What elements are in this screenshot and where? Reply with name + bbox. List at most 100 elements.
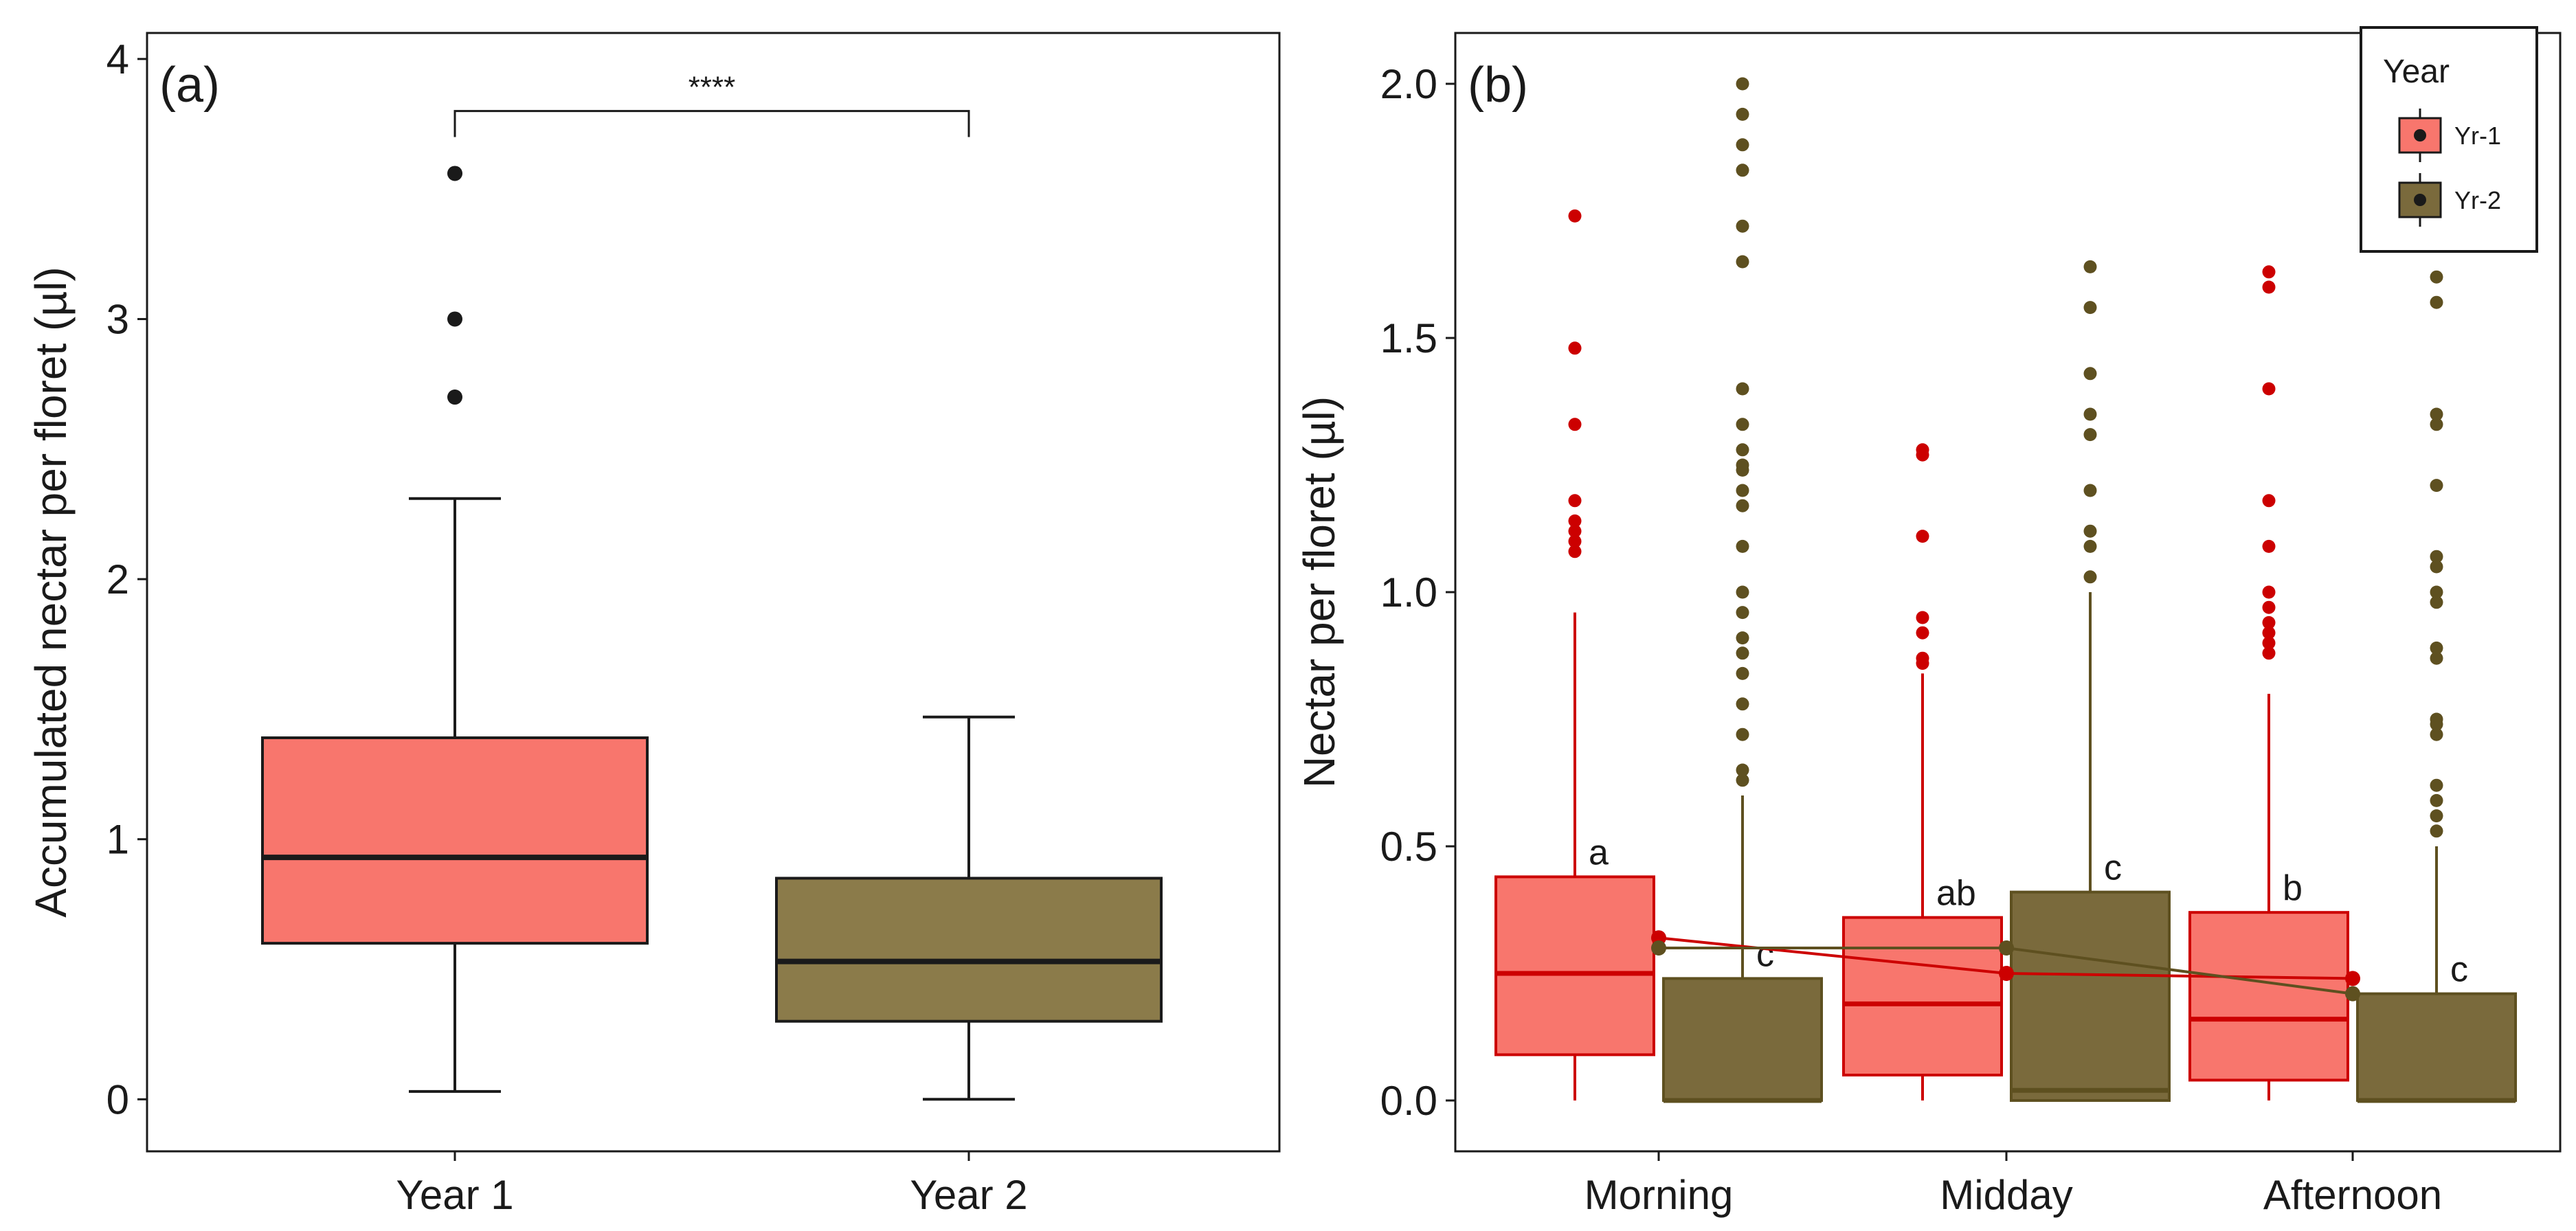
panel-b-yr-2-box-midday-outlier-point [2083, 301, 2097, 315]
panel-a: (a) Accumulated nectar per floret (µl) 0… [26, 32, 1281, 1218]
panel-b-yr-2-box-morning-outlier-point [1736, 255, 1749, 269]
panel-a-x-tick-label-year-1: Year 1 [396, 1172, 513, 1218]
panel-b-y-axis-title: Nectar per floret (µl) [1295, 396, 1344, 788]
panel-b-yr-2-box-morning-outlier-point [1736, 77, 1749, 91]
panel-b-yr-1-box-morning-outlier-point [1568, 494, 1582, 508]
panel-b-yr-2-box-midday-outlier-point [2083, 484, 2097, 497]
panel-b-yr-2-box-morning-outlier-point [1736, 606, 1749, 620]
panel-b-yr-1-box-afternoon-outlier-point [2262, 600, 2276, 614]
panel-b-yr-1-box-midday-outlier-point [1916, 626, 1929, 640]
panel-b-yr-1-box-midday-outlier-point [1916, 443, 1929, 457]
panel-a-y-tick-label: 0 [107, 1076, 129, 1122]
panel-b-yr-2-box-afternoon [2356, 270, 2517, 1103]
panel-b-yr-1-box-morning-outlier-point [1568, 418, 1582, 431]
panel-b-yr-2-box-afternoon-outlier-point [2430, 596, 2443, 609]
panel-b-yr-1-box-midday-outlier-point [1916, 651, 1929, 665]
panel-b-yr-2-box-midday-outlier-point [2083, 570, 2097, 584]
panel-b-yr-2-box-morning-iqr-rect [1662, 977, 1823, 1103]
panel-b-y-tick-label: 1.5 [1380, 315, 1437, 361]
panel-b-yr-2-box-morning-outlier-point [1736, 697, 1749, 711]
panel-b-yr-2-box-afternoon-outlier-point [2430, 712, 2443, 726]
panel-a-y-tick-label: 2 [107, 556, 129, 602]
panel-b-yr-2-box-morning-outlier-point [1736, 727, 1749, 741]
panel-a-y-axis-title: Accumulated nectar per floret (µl) [26, 267, 76, 917]
panel-b-yr-1-box-afternoon-outlier-point [2262, 616, 2276, 629]
panel-b-yr-2-box-morning-outlier-point [1736, 539, 1749, 553]
panel-a-label: (a) [159, 58, 220, 113]
panel-b-yr-2-box-morning-outlier-point [1736, 458, 1749, 472]
panel-b: (b) Nectar per floret (µl) Year Yr-1 Yr-… [1295, 26, 2562, 1218]
panel-a-x-tick-label-year-2: Year 2 [910, 1172, 1027, 1218]
panel-b-yr-1-box-morning-iqr-rect [1494, 875, 1655, 1057]
panel-b-yr-2-box-morning-outlier-point [1736, 107, 1749, 121]
panel-b-yr-2-box-afternoon-outlier-point [2430, 479, 2443, 493]
legend: Year Yr-1 Yr-2 [2360, 26, 2538, 253]
panel-b-yr-1-box-afternoon-outlier-point [2262, 265, 2276, 279]
panel-b-yr-2-box-midday-outlier-point [2083, 260, 2097, 273]
panel-b-yr-2-box-morning-outlier-point [1736, 484, 1749, 497]
panel-b-yr-2-box-midday-outlier-point [2083, 407, 2097, 421]
panel-a-box-year-1 [261, 166, 649, 1093]
panel-a-y-tick-label: 4 [107, 36, 129, 82]
panel-b-mean-point-yr-2-afternoon [2345, 986, 2360, 1002]
panel-b-mean-point-yr-1-afternoon [2345, 971, 2360, 986]
panel-b-yr-2-box-morning-outlier-point [1736, 773, 1749, 787]
panel-b-yr-2-box-afternoon-outlier-point [2430, 560, 2443, 574]
panel-a-frame [146, 32, 1281, 1153]
panel-b-yr-2-box-afternoon-outlier-point [2430, 793, 2443, 807]
panel-b-yr-1-box-afternoon-outlier-point [2262, 539, 2276, 553]
panel-b-mean-point-yr-2-midday [1999, 940, 2014, 956]
panel-b-x-tick-label-midday: Midday [1940, 1172, 2072, 1218]
legend-title: Year [2383, 54, 2450, 90]
panel-b-yr-1-box-midday [1842, 443, 2003, 1100]
panel-b-yr-2-box-morning-outlier-point [1736, 763, 1749, 777]
legend-key-yr2-mean-dot [2414, 194, 2426, 206]
panel-b-yr-1-box-midday-outlier-point [1916, 611, 1929, 624]
panel-a-box-year-2 [775, 715, 1163, 1101]
panel-b-yr-2-box-afternoon-outlier-point [2430, 295, 2443, 309]
panel-b-yr-2-box-afternoon-iqr-rect [2356, 992, 2517, 1102]
panel-b-yr-1-box-midday-significance-letter: ab [1936, 874, 1976, 914]
panel-b-yr-2-box-midday-iqr-rect [2010, 890, 2171, 1102]
panel-a-y-tick-label: 3 [107, 296, 129, 342]
panel-b-yr-2-box-afternoon-outlier-point [2430, 641, 2443, 655]
panel-b-yr-1-box-afternoon [2188, 265, 2349, 1100]
legend-key-yr1-mean-dot [2414, 129, 2426, 142]
panel-b-yr-1-box-afternoon-outlier-point [2262, 494, 2276, 508]
panel-b-yr-1-box-afternoon-iqr-rect [2188, 911, 2349, 1082]
panel-b-yr-2-box-afternoon-outlier-point [2430, 727, 2443, 741]
panel-b-yr-2-box-midday-outlier-point [2083, 367, 2097, 381]
panel-b-yr-2-box-afternoon-outlier-point [2430, 585, 2443, 599]
significance-label: **** [688, 71, 736, 104]
panel-b-label: (b) [1468, 58, 1528, 113]
legend-entry-yr2: Yr-2 [2398, 173, 2501, 227]
panel-b-yr-1-box-morning-outlier-point [1568, 209, 1582, 223]
panel-b-yr-1-box-afternoon-outlier-point [2262, 646, 2276, 660]
panel-b-yr-1-box-morning-outlier-point [1568, 514, 1582, 528]
panel-b-yr-2-box-morning [1662, 77, 1823, 1103]
panel-b-x-tick-label-morning: Morning [1584, 1172, 1734, 1218]
panel-b-yr-2-box-afternoon-outlier-point [2430, 407, 2443, 421]
panel-b-yr-2-box-morning-outlier-point [1736, 418, 1749, 431]
panel-a-box-year-1-iqr-rect [261, 736, 649, 945]
panel-b-x-tick-label-afternoon: Afternoon [2263, 1172, 2442, 1218]
panel-a-box-year-1-outlier-point [447, 389, 462, 405]
panel-b-y-tick-label: 0.5 [1380, 824, 1437, 870]
legend-entry-yr1: Yr-1 [2398, 109, 2501, 162]
panel-b-yr-1-box-midday-outlier-point [1916, 530, 1929, 543]
panel-b-yr-2-box-midday-outlier-point [2083, 428, 2097, 442]
panel-b-yr-1-box-morning-outlier-point [1568, 545, 1582, 558]
panel-b-yr-2-box-morning-outlier-point [1736, 382, 1749, 396]
panel-a-box-year-1-outlier-point [447, 311, 462, 327]
panel-b-yr-1-box-morning [1494, 209, 1655, 1100]
panel-b-yr-2-box-afternoon-significance-letter: c [2450, 950, 2468, 990]
panel-b-yr-2-box-afternoon-outlier-point [2430, 270, 2443, 284]
panel-b-yr-2-box-afternoon-outlier-point [2430, 418, 2443, 431]
panel-b-yr-2-box-morning-outlier-point [1736, 443, 1749, 457]
panel-b-yr-1-box-afternoon-significance-letter: b [2283, 868, 2303, 908]
panel-b-yr-1-box-afternoon-outlier-point [2262, 585, 2276, 599]
significance-bracket [453, 110, 970, 137]
panel-b-yr-1-box-afternoon-outlier-point [2262, 636, 2276, 650]
panel-b-yr-2-box-afternoon-outlier-point [2430, 809, 2443, 823]
